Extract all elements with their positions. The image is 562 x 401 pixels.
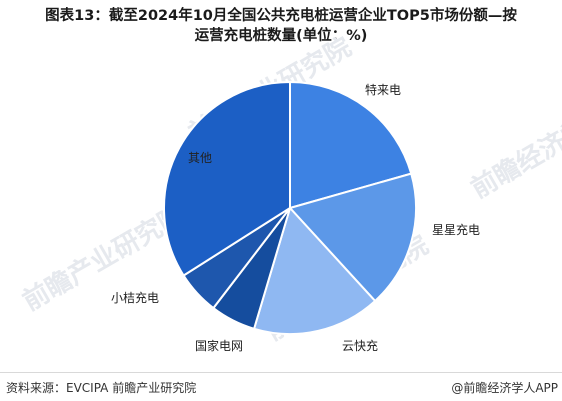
chart-title-line1: 图表13：截至2024年10月全国公共充电桩运营企业TOP5市场份额—按 — [45, 8, 517, 24]
pie-label-4: 国家电网 — [195, 338, 243, 353]
footer-brand: @前瞻经济学人APP — [451, 381, 558, 395]
pie-label-3: 云快充 — [342, 338, 378, 353]
footer-source: 资料来源：EVCIPA 前瞻产业研究院 — [6, 381, 197, 395]
pie-label-5: 小桔充电 — [111, 290, 159, 305]
pie-slice-3 — [252, 206, 377, 335]
chart-title: 图表13：截至2024年10月全国公共充电桩运营企业TOP5市场份额—按 运营充… — [0, 6, 562, 46]
chart-title-line2: 运营充电桩数量(单位：%) — [194, 28, 368, 44]
pie-label-1: 特来电 — [365, 82, 401, 97]
pie-label-2: 星星充电 — [432, 222, 480, 237]
pie-slice-2 — [288, 172, 417, 303]
footer: 资料来源：EVCIPA 前瞻产业研究院 @前瞻经济学人APP — [0, 372, 562, 401]
pie-slice-1 — [289, 80, 413, 210]
pie-slice-6 — [163, 80, 291, 277]
pie-label-6: 其他 — [188, 151, 212, 165]
